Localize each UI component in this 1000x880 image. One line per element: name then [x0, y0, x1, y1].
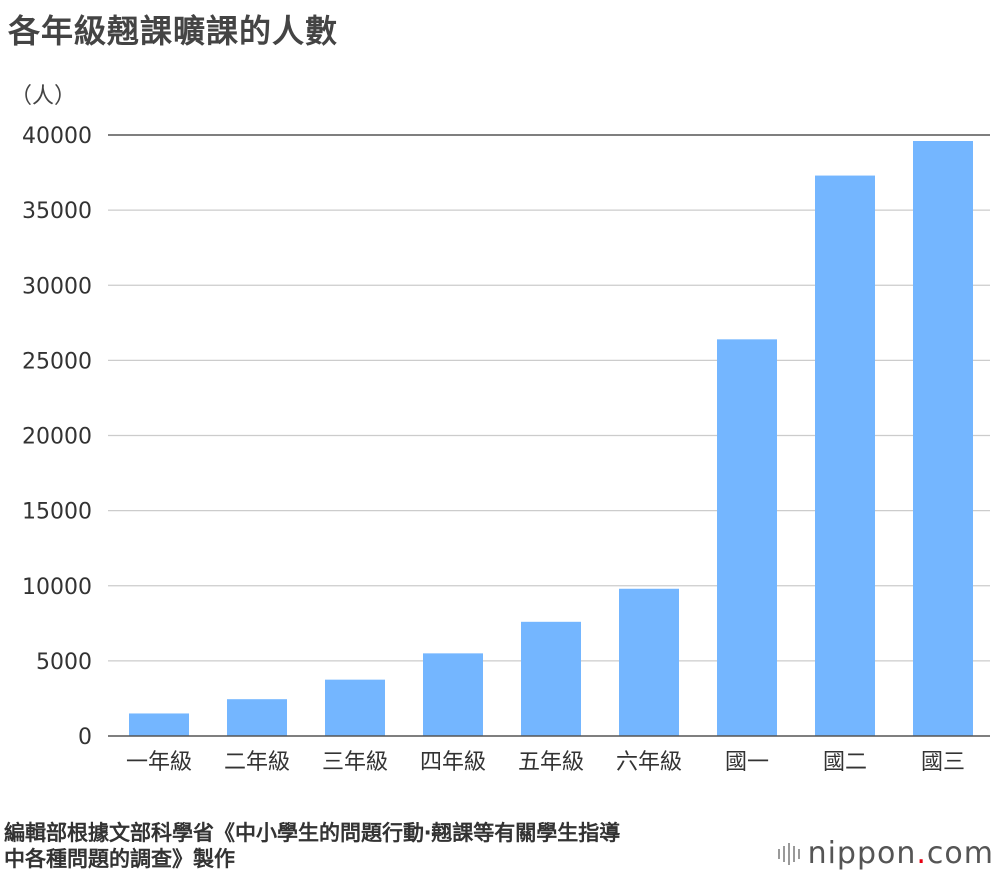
- bar: [619, 588, 679, 736]
- y-tick-label: 5000: [36, 650, 92, 675]
- brand-name-dot: .: [916, 836, 927, 871]
- y-tick-label: 40000: [22, 124, 92, 149]
- sound-bars-icon: [777, 842, 800, 865]
- source-line-1: 編輯部根據文部科學省《中小學生的問題行動‧翹課等有關學生指導: [4, 821, 621, 845]
- y-tick-label: 10000: [22, 575, 92, 600]
- y-tick-label: 35000: [22, 199, 92, 224]
- x-tick-label: 國三: [921, 750, 965, 775]
- bar: [129, 713, 189, 736]
- x-tick-label: 三年級: [322, 750, 388, 775]
- bar: [521, 621, 581, 736]
- x-tick-label: 四年級: [420, 750, 486, 775]
- source-line-2: 中各種問題的調查》製作: [4, 847, 235, 871]
- brand-logo[interactable]: nippon. com: [777, 836, 994, 871]
- x-tick-label: 國二: [823, 750, 867, 775]
- y-tick-label: 25000: [22, 349, 92, 374]
- brand-name-tail: com: [926, 836, 994, 871]
- bar: [717, 339, 777, 736]
- bar: [227, 699, 287, 736]
- x-tick-label: 一年級: [126, 750, 192, 775]
- x-tick-label: 五年級: [518, 750, 584, 775]
- bar: [913, 141, 973, 736]
- brand-name-main: nippon: [807, 836, 917, 871]
- y-axis-unit-label: （人）: [10, 84, 77, 109]
- bar: [325, 679, 385, 736]
- bar: [423, 653, 483, 736]
- x-tick-label: 國一: [725, 750, 769, 775]
- bar-chart: 0 5000 10000 15000 20000 25000 30000 35000 40000…: [22, 124, 990, 775]
- y-tick-label: 15000: [22, 500, 92, 525]
- bar: [815, 175, 875, 736]
- y-tick-label: 0: [78, 725, 92, 750]
- y-tick-label: 30000: [22, 274, 92, 299]
- y-tick-label: 20000: [22, 425, 92, 450]
- chart-title: 各年級翹課曠課的人數: [8, 12, 339, 50]
- source-note: 編輯部根據文部科學省《中小學生的問題行動‧翹課等有關學生指導 中各種問題的調查》…: [4, 820, 784, 872]
- x-tick-label: 二年級: [224, 750, 290, 775]
- x-tick-label: 六年級: [616, 750, 682, 775]
